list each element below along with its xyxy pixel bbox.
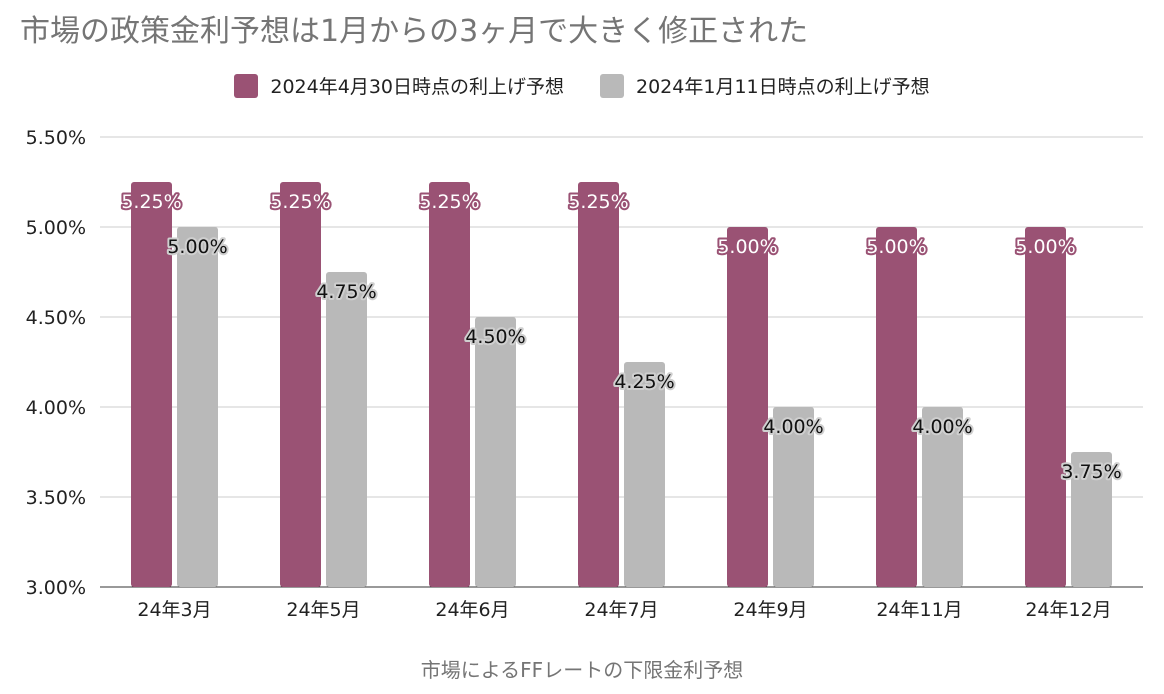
bar — [1025, 227, 1066, 587]
legend-item-jan11[interactable]: 2024年1月11日時点の利上げ予想 — [600, 72, 930, 99]
y-tick-label: 5.00% — [26, 217, 86, 239]
bar — [876, 227, 917, 587]
legend-label-apr30: 2024年4月30日時点の利上げ予想 — [270, 76, 564, 98]
data-label: 4.25% — [614, 371, 674, 393]
bar — [578, 182, 619, 587]
bar — [727, 227, 768, 587]
y-tick-label: 5.50% — [26, 127, 86, 149]
data-label: 5.00% — [717, 236, 777, 258]
legend-swatch-jan11 — [600, 73, 624, 98]
legend-swatch-apr30 — [234, 73, 259, 98]
data-label: 4.00% — [763, 416, 823, 438]
data-label: 5.25% — [419, 191, 479, 213]
x-tick-label: 24年6月 — [435, 599, 509, 621]
legend-item-apr30[interactable]: 2024年4月30日時点の利上げ予想 — [234, 72, 564, 99]
bar — [1071, 452, 1112, 587]
y-tick-label: 3.50% — [26, 487, 86, 509]
data-label: 5.00% — [866, 236, 926, 258]
data-label: 5.25% — [121, 191, 181, 213]
y-tick-label: 4.00% — [26, 397, 86, 419]
bar — [326, 272, 367, 587]
data-label: 4.75% — [316, 281, 376, 303]
y-tick-label: 4.50% — [26, 307, 86, 329]
data-label: 4.00% — [912, 416, 972, 438]
data-label: 3.75% — [1061, 461, 1121, 483]
bar — [131, 182, 172, 587]
bar — [922, 407, 963, 587]
bar — [624, 362, 665, 587]
legend-label-jan11: 2024年1月11日時点の利上げ予想 — [636, 76, 930, 98]
bar — [280, 182, 321, 587]
data-label: 5.25% — [568, 191, 628, 213]
x-tick-label: 24年7月 — [584, 599, 658, 621]
chart-title: 市場の政策金利予想は1月からの3ヶ月で大きく修正された — [20, 14, 809, 49]
data-label: 5.00% — [1015, 236, 1075, 258]
x-tick-label: 24年5月 — [286, 599, 360, 621]
bar — [773, 407, 814, 587]
x-tick-label: 24年9月 — [733, 599, 807, 621]
y-tick-label: 3.00% — [26, 577, 86, 599]
data-label: 5.25% — [270, 191, 330, 213]
x-axis-title: 市場によるFFレートの下限金利予想 — [420, 658, 744, 682]
bar — [177, 227, 218, 587]
bar — [429, 182, 470, 587]
data-label: 5.00% — [167, 236, 227, 258]
data-label: 4.50% — [465, 326, 525, 348]
x-tick-label: 24年3月 — [137, 599, 211, 621]
bar — [475, 317, 516, 587]
x-tick-label: 24年12月 — [1025, 599, 1111, 621]
legend: 2024年4月30日時点の利上げ予想 2024年1月11日時点の利上げ予想 — [0, 72, 1164, 99]
x-tick-label: 24年11月 — [876, 599, 962, 621]
